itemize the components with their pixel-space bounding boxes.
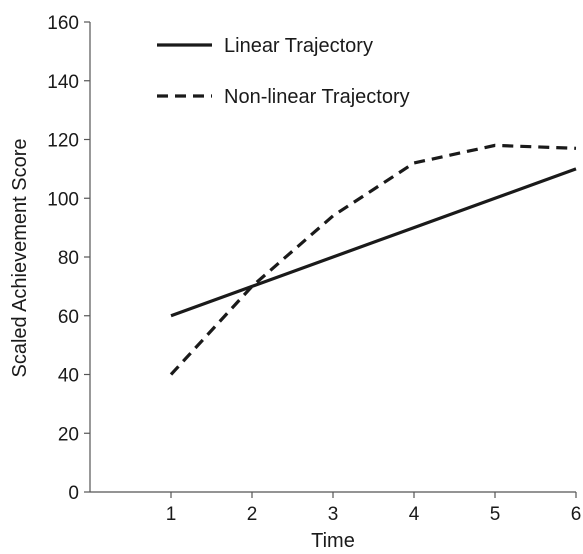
x-ticks: 1 2 3 4 5 6 bbox=[166, 492, 582, 525]
legend: Linear Trajectory Non-linear Trajectory bbox=[157, 35, 410, 108]
y-tick-label: 0 bbox=[68, 483, 79, 504]
y-ticks: 0 20 40 60 80 100 120 140 160 bbox=[47, 13, 90, 504]
y-tick-label: 20 bbox=[58, 424, 79, 445]
y-tick-label: 120 bbox=[47, 131, 79, 152]
series-group bbox=[169, 143, 577, 376]
y-tick-label: 140 bbox=[47, 72, 79, 93]
x-tick-label: 1 bbox=[166, 504, 177, 525]
x-tick-label: 5 bbox=[490, 504, 501, 525]
y-axis-label: Scaled Achievement Score bbox=[9, 138, 31, 377]
x-tick-label: 3 bbox=[328, 504, 339, 525]
y-tick-label: 80 bbox=[58, 248, 79, 269]
y-tick-label: 100 bbox=[47, 189, 79, 210]
x-tick-label: 6 bbox=[571, 504, 582, 525]
series-line-nonlinear bbox=[169, 143, 577, 376]
y-tick-label: 160 bbox=[47, 13, 79, 34]
x-tick-label: 2 bbox=[247, 504, 258, 525]
y-tick-label: 40 bbox=[58, 366, 79, 387]
legend-label-linear: Linear Trajectory bbox=[224, 35, 373, 57]
x-tick-label: 4 bbox=[409, 504, 420, 525]
legend-label-nonlinear: Non-linear Trajectory bbox=[224, 86, 410, 108]
y-tick-label: 60 bbox=[58, 307, 79, 328]
x-axis-label: Time bbox=[311, 530, 355, 552]
series-line-linear bbox=[170, 167, 577, 318]
